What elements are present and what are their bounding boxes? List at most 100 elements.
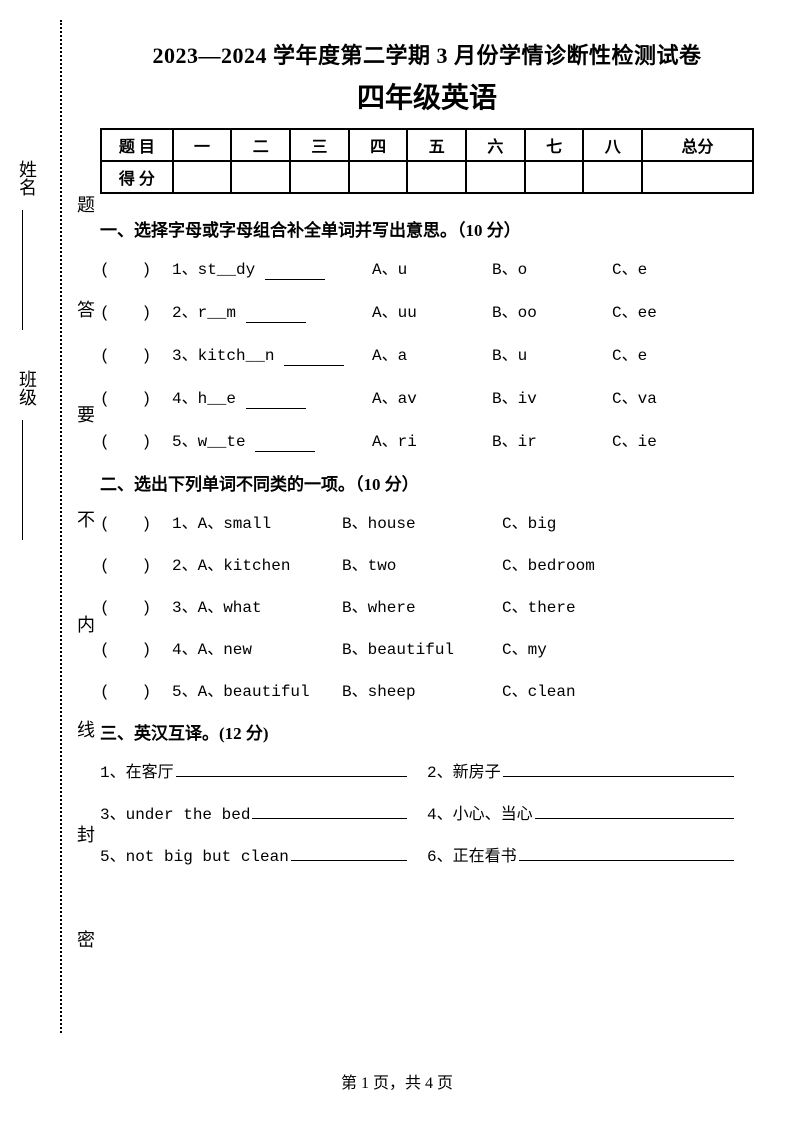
option-c: C、ie xyxy=(612,427,732,451)
option-a: A、a xyxy=(372,341,492,365)
v-char-1: 答 xyxy=(72,300,98,318)
question-row: ( ) 3、kitch__n A、aB、uC、e xyxy=(100,341,754,366)
col-h-3: 三 xyxy=(290,129,349,161)
v-char-0: 题 xyxy=(72,195,98,213)
v-char-3: 不 xyxy=(72,510,98,528)
translate-row: 3、under the bed 4、小心、当心 xyxy=(100,800,754,824)
option-a: 3、A、what xyxy=(172,593,342,617)
answer-blank[interactable] xyxy=(176,761,407,777)
row-label-score: 得 分 xyxy=(101,161,173,193)
answer-blank[interactable] xyxy=(535,803,734,819)
answer-paren[interactable]: ( ) xyxy=(100,509,172,533)
answer-paren[interactable]: ( ) xyxy=(100,677,172,701)
score-cell[interactable] xyxy=(173,161,232,193)
score-cell[interactable] xyxy=(349,161,408,193)
v-char-2: 要 xyxy=(72,405,98,423)
label-name: 姓名 xyxy=(14,160,40,196)
score-cell[interactable] xyxy=(290,161,349,193)
option-a: 2、A、kitchen xyxy=(172,551,342,575)
answer-paren[interactable]: ( ) xyxy=(100,298,172,322)
option-c: C、e xyxy=(612,255,732,279)
answer-paren[interactable]: ( ) xyxy=(100,341,172,365)
name-line xyxy=(22,210,23,330)
answer-blank[interactable] xyxy=(503,761,734,777)
option-c: C、ee xyxy=(612,298,732,322)
question-row: ( ) 4、h__e A、avB、ivC、va xyxy=(100,384,754,409)
answer-blank[interactable] xyxy=(291,845,407,861)
translate-left: 1、在客厅 xyxy=(100,758,174,782)
answer-paren[interactable]: ( ) xyxy=(100,384,172,408)
col-h-0: 题 目 xyxy=(101,129,173,161)
answer-paren[interactable]: ( ) xyxy=(100,255,172,279)
v-char-6: 封 xyxy=(72,825,98,843)
score-cell[interactable] xyxy=(525,161,584,193)
option-b: B、oo xyxy=(492,298,612,322)
score-cell[interactable] xyxy=(466,161,525,193)
question-row: ( ) 2、r__m A、uuB、ooC、ee xyxy=(100,298,754,323)
question-row: ( ) 1、A、smallB、houseC、big xyxy=(100,509,754,533)
section3-title: 三、英汉互译。(12 分) xyxy=(100,719,754,744)
option-c: C、e xyxy=(612,341,732,365)
v-char-7: 密 xyxy=(72,930,98,948)
option-c: C、my xyxy=(502,635,662,659)
option-b: B、beautiful xyxy=(342,635,502,659)
section3-body: 1、在客厅 2、新房子 3、under the bed 4、小心、当心 5、not bi… xyxy=(100,758,754,866)
question-row: ( ) 4、A、newB、beautifulC、my xyxy=(100,635,754,659)
option-c: C、there xyxy=(502,593,662,617)
col-h-9: 总分 xyxy=(642,129,753,161)
score-row-values: 得 分 xyxy=(101,161,753,193)
answer-paren[interactable]: ( ) xyxy=(100,427,172,451)
option-b: B、sheep xyxy=(342,677,502,701)
question-row: ( ) 1、st__dy A、uB、oC、e xyxy=(100,255,754,280)
answer-blank[interactable] xyxy=(252,803,407,819)
translate-left: 5、not big but clean xyxy=(100,842,289,866)
score-cell[interactable] xyxy=(407,161,466,193)
col-h-1: 一 xyxy=(173,129,232,161)
option-a: A、ri xyxy=(372,427,492,451)
translate-right: 4、小心、当心 xyxy=(427,800,533,824)
option-b: B、iv xyxy=(492,384,612,408)
answer-paren[interactable]: ( ) xyxy=(100,593,172,617)
option-b: B、u xyxy=(492,341,612,365)
option-a: A、uu xyxy=(372,298,492,322)
option-b: B、ir xyxy=(492,427,612,451)
option-a: 5、A、beautiful xyxy=(172,677,342,701)
translate-right: 2、新房子 xyxy=(427,758,501,782)
translate-left: 3、under the bed xyxy=(100,800,250,824)
col-h-2: 二 xyxy=(231,129,290,161)
page-footer: 第 1 页，共 4 页 xyxy=(0,1069,794,1093)
answer-blank[interactable] xyxy=(519,845,734,861)
answer-paren[interactable]: ( ) xyxy=(100,635,172,659)
question-row: ( ) 5、A、beautifulB、sheepC、clean xyxy=(100,677,754,701)
score-cell[interactable] xyxy=(583,161,642,193)
option-a: 1、A、small xyxy=(172,509,342,533)
section1-body: ( ) 1、st__dy A、uB、oC、e( ) 2、r__m A、uuB、o… xyxy=(100,255,754,452)
score-cell[interactable] xyxy=(642,161,753,193)
fold-dotted-line xyxy=(60,20,62,1033)
col-h-4: 四 xyxy=(349,129,408,161)
question-stem: 4、h__e xyxy=(172,384,372,409)
option-b: B、o xyxy=(492,255,612,279)
question-stem: 2、r__m xyxy=(172,298,372,323)
translate-row: 5、not big but clean6、正在看书 xyxy=(100,842,754,866)
option-a: A、av xyxy=(372,384,492,408)
col-h-5: 五 xyxy=(407,129,466,161)
question-row: ( ) 2、A、kitchenB、twoC、bedroom xyxy=(100,551,754,575)
section1-title: 一、选择字母或字母组合补全单词并写出意思。（10 分） xyxy=(100,216,754,241)
option-c: C、bedroom xyxy=(502,551,662,575)
option-b: B、where xyxy=(342,593,502,617)
option-c: C、big xyxy=(502,509,662,533)
option-c: C、va xyxy=(612,384,732,408)
question-row: ( ) 5、w__te A、riB、irC、ie xyxy=(100,427,754,452)
score-row-header: 题 目 一 二 三 四 五 六 七 八 总分 xyxy=(101,129,753,161)
col-h-8: 八 xyxy=(583,129,642,161)
question-stem: 5、w__te xyxy=(172,427,372,452)
answer-paren[interactable]: ( ) xyxy=(100,551,172,575)
exam-title-line2: 四年级英语 xyxy=(100,76,754,116)
score-cell[interactable] xyxy=(231,161,290,193)
label-class: 班级 xyxy=(14,370,40,406)
option-c: C、clean xyxy=(502,677,662,701)
translate-row: 1、在客厅 2、新房子 xyxy=(100,758,754,782)
option-b: B、two xyxy=(342,551,502,575)
col-h-7: 七 xyxy=(525,129,584,161)
